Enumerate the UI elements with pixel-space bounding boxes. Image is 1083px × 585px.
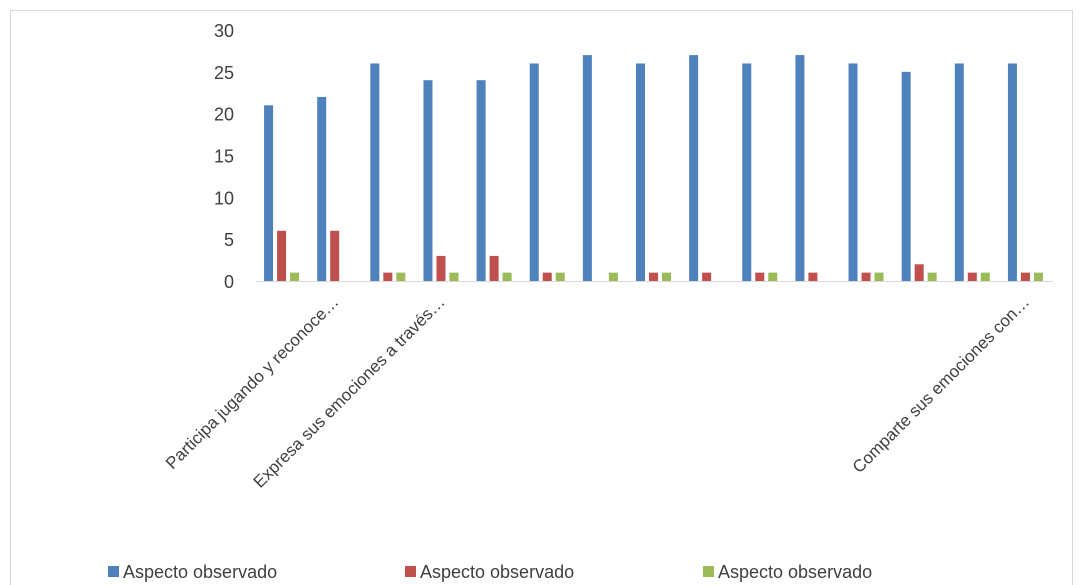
- bar-series-3: [449, 272, 459, 281]
- legend-label: Aspecto observado: [718, 562, 872, 582]
- y-tick-label: 15: [214, 147, 234, 167]
- category-label: Comparte sus emociones con…: [849, 292, 1033, 476]
- y-tick-label: 10: [214, 188, 234, 208]
- bar-series-1: [582, 55, 592, 281]
- category-label: Participa jugando y reconoce…: [162, 292, 342, 472]
- bar-series-1: [370, 63, 380, 281]
- bar-series-2: [330, 230, 340, 281]
- bar-series-2: [861, 272, 871, 281]
- y-tick-label: 5: [224, 230, 234, 250]
- bar-series-1: [423, 80, 433, 281]
- legend-label: Aspecto observado: [420, 562, 574, 582]
- bar-series-2: [755, 272, 765, 281]
- bar-series-1: [1007, 63, 1017, 281]
- bar-series-3: [290, 272, 300, 281]
- bar-series-3: [555, 272, 565, 281]
- y-tick-label: 0: [224, 272, 234, 292]
- bar-series-2: [383, 272, 393, 281]
- legend-item: Aspecto observado: [405, 562, 574, 582]
- bar-series-3: [874, 272, 884, 281]
- bar-series-3: [662, 272, 671, 281]
- legend-item: Aspecto observado: [703, 562, 872, 582]
- bar-series-2: [489, 255, 499, 281]
- legend-swatch: [703, 566, 714, 577]
- y-axis-ticks: 0 5 10 15 20 25 30: [214, 21, 234, 292]
- bar-series-1: [317, 96, 327, 281]
- bar-series-1: [742, 63, 752, 281]
- bar-series-1: [954, 63, 964, 281]
- bar-series-1: [848, 63, 858, 281]
- y-tick-label: 30: [214, 21, 234, 41]
- bar-series-3: [396, 272, 406, 281]
- bar-series-3: [980, 272, 990, 281]
- bar-series-2: [702, 272, 712, 281]
- legend-item: Aspecto observado: [108, 562, 277, 582]
- category-label: Expresa sus emociones a través…: [250, 292, 449, 491]
- bar-series-1: [795, 55, 805, 281]
- bar-series-1: [264, 105, 274, 281]
- bar-series-2: [808, 272, 818, 281]
- bar-series-2: [436, 255, 446, 281]
- bar-series-1: [901, 71, 911, 281]
- bar-series-2: [1020, 272, 1030, 281]
- legend-label: Aspecto observado: [123, 562, 277, 582]
- chart-frame: [10, 10, 1073, 585]
- bar-series-3: [927, 272, 937, 281]
- legend: Aspecto observado Aspecto observado Aspect…: [108, 562, 872, 582]
- bar-series-1: [689, 55, 699, 281]
- bar-series-2: [277, 230, 287, 281]
- bar-series-3: [608, 272, 618, 281]
- bar-series-3: [502, 272, 512, 281]
- bar-series-2: [914, 264, 924, 281]
- legend-swatch: [405, 566, 416, 577]
- y-tick-label: 20: [214, 105, 234, 125]
- bar-series-1: [636, 63, 645, 281]
- bar-series-1: [476, 80, 486, 281]
- y-tick-label: 25: [214, 63, 234, 83]
- bar-series-3: [1033, 272, 1043, 281]
- bar-series-2: [649, 272, 658, 281]
- legend-swatch: [108, 566, 119, 577]
- bars: [264, 55, 1043, 281]
- bar-series-3: [768, 272, 778, 281]
- bar-series-2: [542, 272, 552, 281]
- category-labels: Participa jugando y reconoce…Expresa sus…: [162, 292, 1033, 491]
- bar-series-2: [967, 272, 977, 281]
- bar-series-1: [529, 63, 539, 281]
